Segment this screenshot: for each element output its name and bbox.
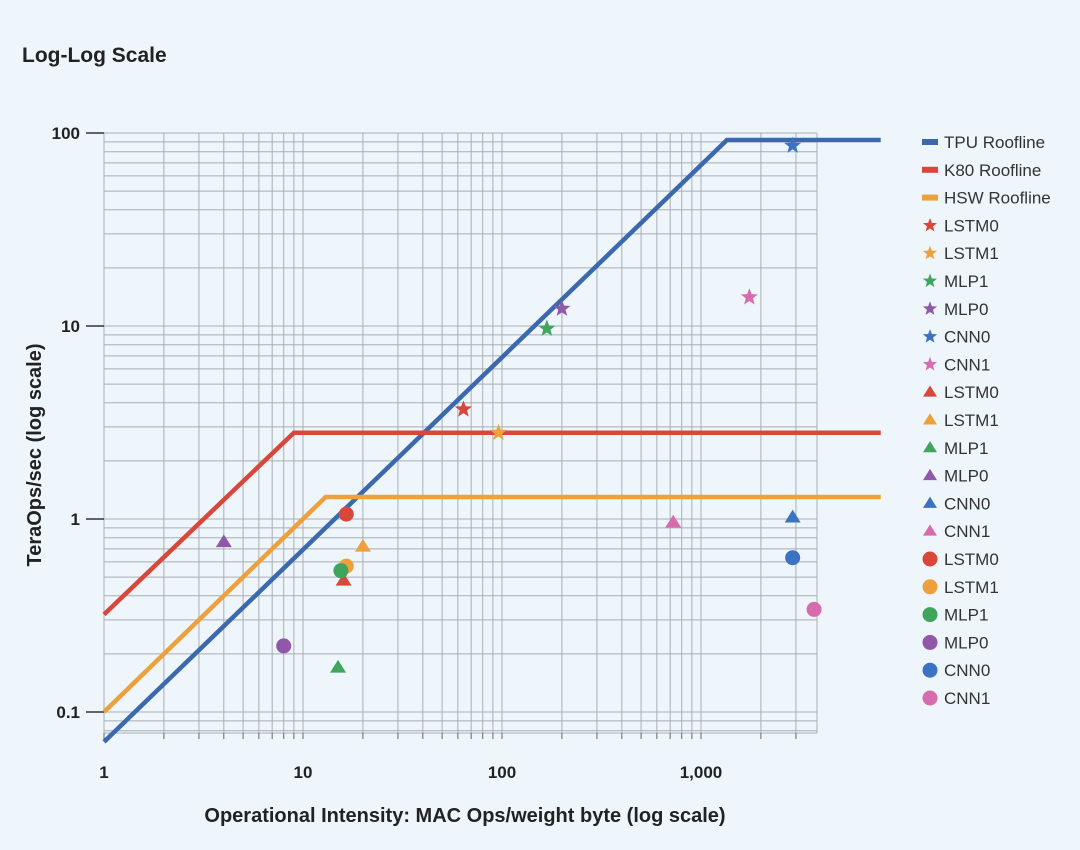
k80-cnn0-triangle-marker <box>784 509 801 523</box>
tpu-mlp0-star-marker <box>553 299 571 316</box>
legend-swatch-line <box>922 194 938 201</box>
legend-swatch-circle <box>922 551 938 567</box>
legend-swatch-circle <box>922 607 938 623</box>
legend-label: TPU Roofline <box>944 133 1045 152</box>
legend-swatch-triangle <box>923 385 937 397</box>
legend-swatch-circle <box>922 690 938 706</box>
legend-swatch-line <box>922 166 938 173</box>
hsw-mlp0-circle-marker <box>276 638 292 654</box>
legend-label: K80 Roofline <box>944 161 1041 180</box>
tpu-cnn1-star-marker <box>740 288 758 305</box>
legend-label: LSTM1 <box>944 411 999 430</box>
legend-swatch-triangle <box>923 468 937 481</box>
legend-swatch-star <box>922 356 938 371</box>
legend-swatch-line <box>922 139 938 145</box>
legend-label: LSTM0 <box>944 216 999 235</box>
legend-swatch-triangle <box>923 524 937 536</box>
x-tick-label: 100 <box>488 763 516 782</box>
legend-label: MLP1 <box>944 272 988 291</box>
hsw-roofline-line <box>102 494 881 714</box>
tpu-mlp1-star-marker <box>538 319 556 336</box>
legend-swatch-circle <box>922 662 938 678</box>
legend-label: LSTM1 <box>944 244 999 263</box>
y-tick-label: 0.1 <box>56 703 80 722</box>
legend-swatch-circle <box>922 579 938 595</box>
legend-label: CNN0 <box>944 661 990 680</box>
legend-swatch-triangle <box>923 441 937 453</box>
k80-lstm1-triangle-marker <box>354 538 371 552</box>
k80-roofline-line <box>102 430 881 617</box>
hsw-cnn0-circle-marker <box>785 550 801 566</box>
grid <box>86 132 818 739</box>
data-points <box>215 136 822 673</box>
k80-mlp1-triangle-marker <box>330 659 347 673</box>
legend-label: CNN1 <box>944 522 990 541</box>
y-tick-label: 10 <box>61 317 80 336</box>
rooflines <box>102 137 881 744</box>
legend-label: LSTM1 <box>944 578 999 597</box>
k80-mlp0-triangle-marker <box>215 534 232 548</box>
legend-label: MLP1 <box>944 606 988 625</box>
legend-swatch-triangle <box>923 496 937 508</box>
legend-label: CNN1 <box>944 689 990 708</box>
legend-swatch-star <box>922 245 938 260</box>
hsw-cnn1-circle-marker <box>806 601 822 617</box>
legend-swatch-star <box>922 273 938 288</box>
legend-label: HSW Roofline <box>944 189 1051 208</box>
hsw-mlp1-circle-marker <box>333 563 349 579</box>
legend-label: LSTM0 <box>944 383 999 402</box>
legend-label: CNN1 <box>944 355 990 374</box>
legend-label: CNN0 <box>944 494 990 513</box>
y-tick-label: 100 <box>52 124 80 143</box>
y-axis-label: TeraOps/sec (log scale) <box>24 343 46 566</box>
x-axis-label: Operational Intensity: MAC Ops/weight by… <box>204 805 725 827</box>
legend-label: MLP0 <box>944 633 988 652</box>
legend: TPU Roofline K80 Roofline HSW Roofline LSTM… <box>922 133 1051 708</box>
x-tick-label: 1,000 <box>680 763 723 782</box>
legend-swatch-star <box>922 217 938 232</box>
tpu-lstm1-star-marker <box>489 423 508 440</box>
legend-label: LSTM0 <box>944 550 999 569</box>
legend-label: CNN0 <box>944 328 990 347</box>
chart-title: Log-Log Scale <box>22 44 167 67</box>
tpu-lstm0-star-marker <box>454 400 472 417</box>
legend-label: MLP1 <box>944 439 988 458</box>
k80-cnn1-triangle-marker <box>665 514 682 528</box>
tpu-roofline-line <box>102 137 881 744</box>
x-tick-label: 10 <box>294 763 313 782</box>
tpu-cnn0-star-marker <box>784 136 802 153</box>
legend-swatch-circle <box>922 634 938 650</box>
legend-label: MLP0 <box>944 467 988 486</box>
hsw-lstm0-circle-marker <box>338 506 354 522</box>
legend-swatch-star <box>922 301 938 315</box>
x-tick-label: 1 <box>99 763 108 782</box>
legend-swatch-triangle <box>923 413 937 425</box>
k80-lstm0-triangle-marker <box>335 572 352 586</box>
legend-label: MLP0 <box>944 300 988 319</box>
legend-swatch-star <box>922 329 938 343</box>
y-tick-label: 1 <box>71 510 80 529</box>
